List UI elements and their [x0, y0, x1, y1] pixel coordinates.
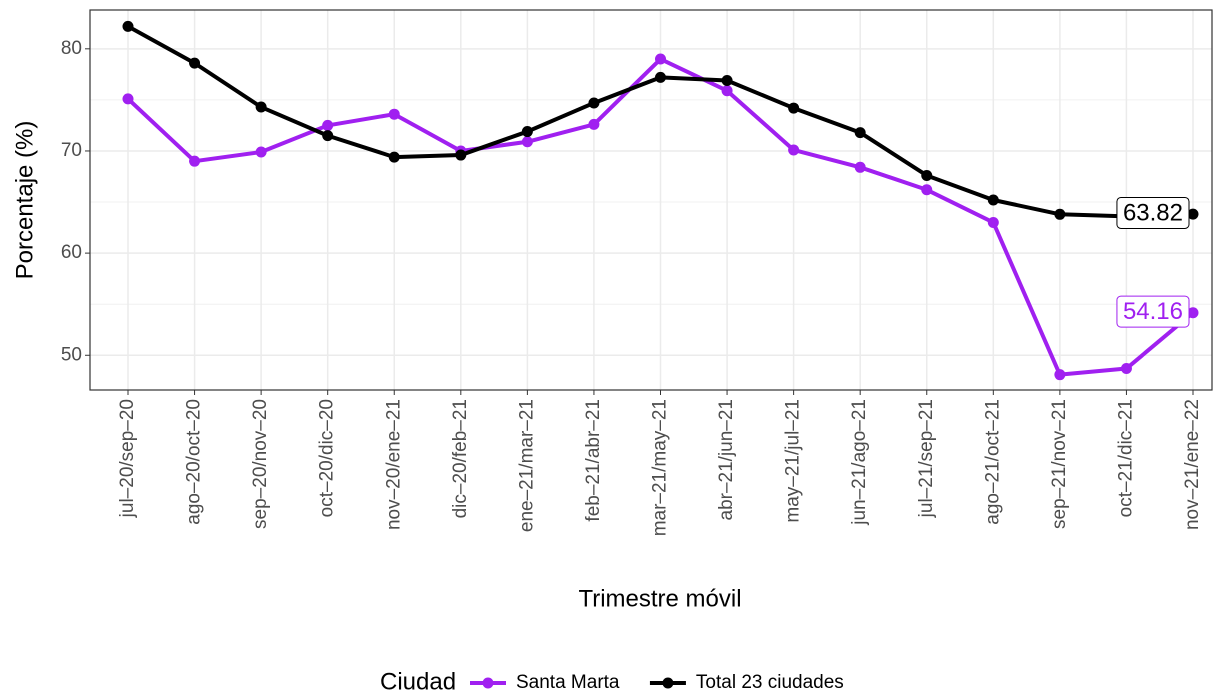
y-axis-title: Porcentaje (%) — [11, 121, 38, 280]
x-tick-label: sep–21/nov–21 — [1049, 399, 1070, 529]
x-tick-label: nov–21/ene–22 — [1182, 399, 1203, 530]
x-tick-label: feb–21/abr–21 — [583, 399, 604, 522]
y-tick-label: 70 — [61, 140, 82, 161]
data-label-box — [1116, 295, 1190, 328]
y-tick-label: 60 — [61, 242, 82, 263]
x-tick-label: dic–20/feb–21 — [450, 399, 471, 518]
point — [1187, 208, 1199, 220]
x-tick-label: jun–21/ago–21 — [849, 399, 870, 526]
point — [721, 74, 733, 86]
point — [189, 155, 201, 167]
point — [455, 149, 467, 161]
point — [921, 169, 933, 181]
x-tick-label: jul–20/sep–20 — [117, 399, 138, 518]
point — [588, 118, 600, 130]
x-tick-label: jul–21/sep–21 — [916, 399, 937, 518]
y-tick-label: 50 — [61, 344, 82, 365]
x-tick-label: ene–21/mar–21 — [516, 399, 537, 532]
point — [521, 126, 533, 138]
point — [255, 101, 267, 113]
point — [189, 57, 201, 69]
point — [388, 151, 400, 163]
point — [854, 161, 866, 173]
point — [921, 184, 933, 196]
point — [987, 216, 999, 228]
x-axis-title: Trimestre móvil — [578, 585, 741, 612]
point — [588, 97, 600, 109]
data-label: 54.16 — [1123, 298, 1183, 325]
x-tick-label: nov–20/ene–21 — [383, 399, 404, 530]
x-tick-label: ago–21/oct–21 — [982, 399, 1003, 525]
point — [322, 130, 334, 142]
x-tick-label: oct–20/dic–20 — [317, 399, 338, 517]
legend-title: Ciudad — [380, 668, 456, 695]
point — [122, 93, 134, 105]
x-tick-label: ago–20/oct–20 — [184, 399, 205, 525]
legend-label: Santa Marta — [516, 672, 620, 693]
point — [1187, 307, 1199, 319]
point — [655, 53, 666, 65]
point — [1120, 363, 1132, 375]
point — [322, 119, 334, 131]
x-tick-label: may–21/jul–21 — [783, 399, 804, 523]
data-label: 63.82 — [1123, 199, 1183, 226]
point — [122, 20, 134, 32]
panel-border — [89, 9, 1213, 391]
point — [388, 108, 400, 120]
legend-label: Total 23 ciudades — [696, 672, 844, 693]
x-tick-label: abr–21/jun–21 — [716, 399, 737, 521]
data-label-box — [1116, 196, 1190, 229]
y-tick-label: 80 — [61, 38, 82, 59]
point — [255, 146, 267, 158]
point — [655, 71, 666, 83]
point — [1054, 208, 1066, 220]
x-tick-label: sep–20/nov–20 — [250, 399, 271, 529]
point — [788, 102, 800, 114]
point — [987, 194, 999, 206]
point — [1054, 369, 1066, 381]
legend-swatch-point — [482, 677, 494, 689]
legend-swatch-point — [662, 677, 674, 689]
point — [521, 136, 533, 148]
x-tick-label: oct–21/dic–21 — [1115, 399, 1136, 517]
point — [854, 127, 866, 139]
point — [721, 85, 733, 97]
point — [788, 144, 800, 156]
x-tick-label: mar–21/may–21 — [650, 399, 671, 536]
